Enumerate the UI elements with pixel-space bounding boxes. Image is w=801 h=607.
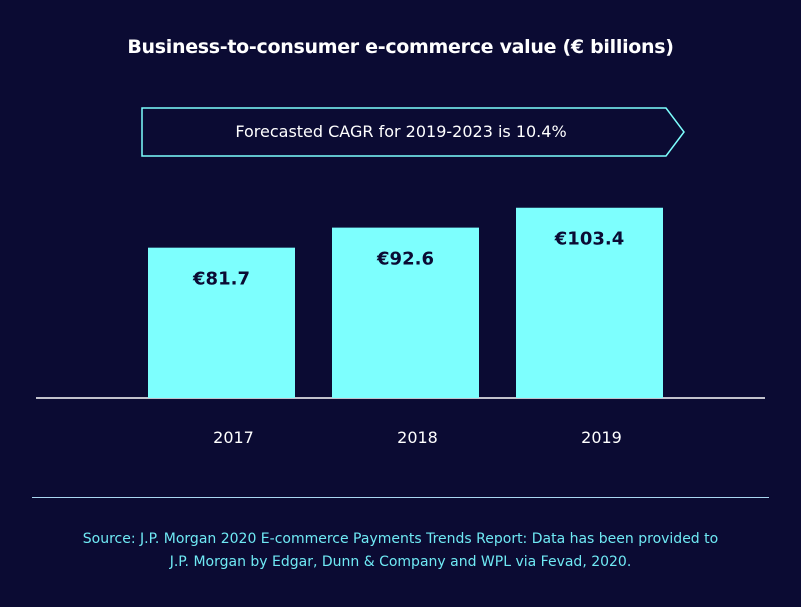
data-label-2017: €81.7	[192, 269, 250, 290]
bar-2017	[148, 247, 295, 398]
x-tick-label-2018: 2018	[397, 428, 438, 447]
divider	[32, 497, 769, 498]
x-tick-label-2017: 2017	[213, 428, 254, 447]
arrow-banner-icon	[141, 107, 685, 157]
cagr-callout: Forecasted CAGR for 2019-2023 is 10.4%	[141, 107, 686, 157]
bar-2018	[332, 227, 479, 398]
cagr-text: Forecasted CAGR for 2019-2023 is 10.4%	[235, 122, 567, 141]
bar-chart: €81.7 2017 €92.6 2018 €103.4 2019	[36, 207, 765, 447]
data-label-2019: €103.4	[554, 229, 624, 250]
source-line-2: J.P. Morgan by Edgar, Dunn & Company and…	[169, 554, 632, 570]
x-tick-label-2019: 2019	[581, 428, 622, 447]
source-line-1: Source: J.P. Morgan 2020 E-commerce Paym…	[82, 531, 719, 547]
chart-title: Business-to-consumer e-commerce value (€…	[127, 36, 674, 58]
source-note: Source: J.P. Morgan 2020 E-commerce Paym…	[30, 528, 771, 574]
bar-2019	[516, 207, 663, 398]
data-label-2018: €92.6	[376, 249, 434, 270]
